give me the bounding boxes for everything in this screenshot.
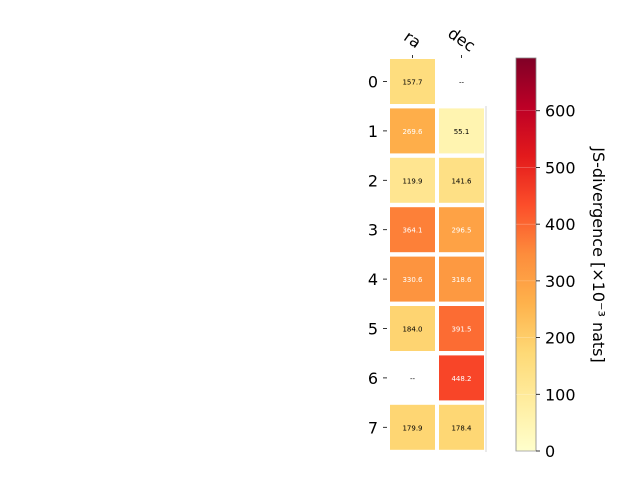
colorbar-tick-label: 0 xyxy=(545,442,555,461)
cell-value-label: 318.6 xyxy=(451,276,472,284)
colorbar: 0 100 200 300 400 500 600 JS-divergence [×10⁻³… xyxy=(515,57,608,461)
heatmap-cells: 157.7 -- 269.6 55.1 119.9 141.6 364.1 296.5 330.… xyxy=(390,59,484,450)
row-label-7: 7 xyxy=(368,418,378,437)
cell-value-label: 157.7 xyxy=(402,79,422,87)
cell-value-label: 330.6 xyxy=(402,276,423,284)
row-label-4: 4 xyxy=(368,270,378,289)
row-label-6: 6 xyxy=(368,369,378,388)
cell-value-label: 364.1 xyxy=(402,227,422,235)
cell-value-label: 296.5 xyxy=(451,227,471,235)
row-label-0: 0 xyxy=(368,73,378,92)
cell-value-label: 179.9 xyxy=(402,424,422,432)
colorbar-tick-label: 500 xyxy=(545,158,576,177)
row-label-3: 3 xyxy=(368,221,378,240)
heatmap-cell xyxy=(439,306,484,351)
colorbar-tick-label: 200 xyxy=(545,329,576,348)
colorbar-tick-label: 400 xyxy=(545,215,576,234)
cell-value-label: 178.4 xyxy=(451,424,472,432)
heatmap-cell xyxy=(390,256,435,302)
column-label-dec: dec xyxy=(444,23,478,55)
heatmap-cell xyxy=(390,108,435,154)
cell-missing-label: -- xyxy=(459,79,465,87)
cell-missing-label: -- xyxy=(410,375,416,383)
row-label-1: 1 xyxy=(368,122,378,141)
cell-value-label: 119.9 xyxy=(402,177,422,185)
cell-value-label: 184.0 xyxy=(402,326,422,334)
heatmap-cell xyxy=(390,157,435,203)
heatmap-cell xyxy=(439,207,484,253)
heatmap-cell xyxy=(439,404,484,450)
heatmap-cell xyxy=(390,306,435,351)
heatmap-cell xyxy=(439,108,484,154)
row-label-5: 5 xyxy=(368,320,378,339)
heatmap-cell xyxy=(390,59,435,104)
column-labels: ra dec xyxy=(400,23,479,58)
heatmap-cell xyxy=(439,355,484,401)
heatmap-cell xyxy=(439,256,484,302)
cell-value-label: 55.1 xyxy=(454,128,470,136)
colorbar-gradient xyxy=(515,57,537,452)
heatmap-cell xyxy=(390,207,435,253)
cell-value-label: 269.6 xyxy=(402,128,423,136)
colorbar-tick-label: 100 xyxy=(545,385,576,404)
heatmap-cell xyxy=(439,157,484,203)
colorbar-label: JS-divergence [×10⁻³ nats] xyxy=(589,146,608,362)
heatmap-cell xyxy=(390,404,435,450)
colorbar-tick-label: 300 xyxy=(545,272,576,291)
row-label-2: 2 xyxy=(368,171,378,190)
column-label-ra: ra xyxy=(400,27,424,52)
colorbar-ticks: 0 100 200 300 400 500 600 xyxy=(516,102,576,461)
row-labels: 0 1 2 3 4 5 6 7 xyxy=(368,73,387,437)
cell-value-label: 141.6 xyxy=(451,177,472,185)
colorbar-tick-label: 600 xyxy=(545,102,576,121)
cell-value-label: 391.5 xyxy=(451,326,471,334)
cell-value-label: 448.2 xyxy=(451,375,471,383)
